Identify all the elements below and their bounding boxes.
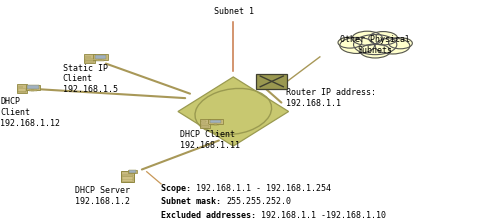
Bar [18,89,26,91]
Circle shape [388,38,411,49]
Circle shape [339,37,373,54]
Bar [85,59,94,60]
Bar [95,55,106,59]
Bar [256,74,287,89]
Bar [85,61,94,62]
Circle shape [374,38,409,54]
Circle shape [359,44,390,58]
Bar [96,60,104,61]
Circle shape [351,31,382,45]
Bar [199,119,210,128]
Circle shape [353,35,396,55]
Bar [200,126,209,127]
Text: 192.168.1.1 - 192.168.1.254: 192.168.1.1 - 192.168.1.254 [196,184,330,193]
Text: Static IP
Client
192.168.1.5: Static IP Client 192.168.1.5 [62,64,117,94]
Bar [128,170,137,173]
Circle shape [337,37,361,48]
Text: DHCP Client
192.168.1.11: DHCP Client 192.168.1.11 [180,130,240,150]
Text: Router IP address:
192.168.1.1: Router IP address: 192.168.1.1 [286,88,375,108]
Bar [18,91,26,93]
Bar [27,85,38,89]
Text: DHCP Server
192.168.1.2: DHCP Server 192.168.1.2 [74,186,129,206]
Bar [121,171,133,182]
Text: Subnet 1: Subnet 1 [214,7,253,16]
Bar [31,90,35,91]
Bar [84,54,95,63]
Bar [25,85,40,90]
Bar [213,124,217,125]
Text: Excluded addresses:: Excluded addresses: [161,211,261,220]
Bar [122,175,132,176]
Bar [93,54,108,60]
Text: Other Physical
Subnets: Other Physical Subnets [339,35,409,55]
Bar [17,84,27,93]
Bar [208,119,223,124]
Text: 255.255.252.0: 255.255.252.0 [226,197,290,206]
Text: Scope:: Scope: [161,184,196,193]
Bar [200,124,209,125]
Text: Subnet mask:: Subnet mask: [161,197,226,206]
Polygon shape [178,77,288,146]
Bar [28,90,36,91]
Bar [210,120,221,123]
Text: DHCP
Client
192.168.1.12: DHCP Client 192.168.1.12 [0,97,60,128]
Text: 192.168.1.1 -192.168.1.10: 192.168.1.1 -192.168.1.10 [261,211,385,220]
Circle shape [368,31,396,45]
Bar [129,170,136,173]
Bar [122,177,132,179]
Bar [122,179,132,181]
Bar [200,121,205,122]
